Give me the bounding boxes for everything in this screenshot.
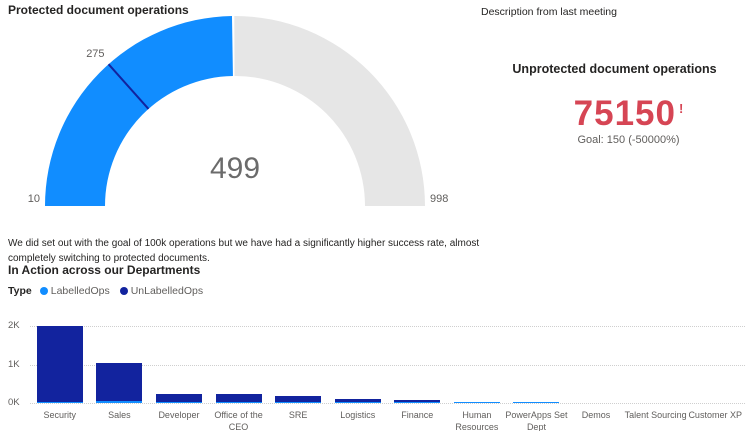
x-axis-label-powerapps-set-dept: PowerApps Set Dept bbox=[505, 410, 568, 431]
gridline-1K bbox=[30, 364, 745, 366]
legend-item-UnLabelledOps[interactable]: UnLabelledOps bbox=[119, 285, 204, 297]
bar-segment-LabelledOps-logistics[interactable] bbox=[334, 402, 381, 403]
legend-title: Type bbox=[8, 285, 32, 297]
gauge-target-label: 275 bbox=[86, 48, 104, 60]
x-axis-label-talent-sourcing: Talent Sourcing bbox=[624, 410, 687, 420]
bar-segment-LabelledOps-powerapps-set-dept[interactable] bbox=[513, 402, 560, 403]
legend-dot-icon bbox=[39, 287, 48, 295]
bar-segment-LabelledOps-security[interactable] bbox=[36, 401, 83, 403]
x-axis-label-demos: Demos bbox=[581, 410, 611, 420]
bar-segment-UnLabelledOps-finance[interactable] bbox=[394, 399, 441, 402]
kpi-title: Unprotected document operations bbox=[512, 62, 717, 76]
gauge-max-label: 998 bbox=[430, 193, 448, 205]
gauge-title: Protected document operations bbox=[8, 3, 189, 17]
bar-segment-UnLabelledOps-sre[interactable] bbox=[275, 396, 322, 402]
bar-segment-LabelledOps-office-of-the-ceo[interactable] bbox=[215, 402, 262, 403]
bar-segment-UnLabelledOps-security[interactable] bbox=[36, 326, 83, 402]
legend-item-LabelledOps[interactable]: LabelledOps bbox=[39, 285, 110, 297]
gridline-2K bbox=[30, 326, 745, 327]
narrative-text: We did set out with the goal of 100k ope… bbox=[8, 238, 480, 264]
bar-segment-LabelledOps-finance[interactable] bbox=[394, 402, 441, 403]
kpi-value: 75150 bbox=[573, 94, 676, 133]
x-axis-label-sre: SRE bbox=[288, 410, 308, 420]
x-axis-label-human-resources: Human Resources bbox=[455, 410, 499, 431]
bar-segment-LabelledOps-sales[interactable] bbox=[96, 401, 143, 403]
bar-chart-title: In Action across our Departments bbox=[8, 263, 201, 277]
kpi-value-row: 75150 ! bbox=[574, 96, 684, 131]
gauge-value-label: 499 bbox=[210, 152, 260, 185]
x-axis-label-customer-xp: Customer XP bbox=[688, 410, 742, 420]
kpi-goal-text: Goal: 150 (-50000%) bbox=[577, 134, 680, 146]
legend-dot-icon bbox=[119, 287, 128, 295]
x-axis-label-office-of-the-ceo: Office of the CEO bbox=[214, 410, 263, 431]
bar-segment-UnLabelledOps-developer[interactable] bbox=[155, 393, 202, 402]
y-axis-tick-2K: 2K bbox=[8, 320, 20, 331]
gauge-chart[interactable]: 10 998 275 499 bbox=[28, 13, 470, 215]
gauge-rest-arc[interactable] bbox=[234, 16, 425, 206]
description-text: Description from last meeting bbox=[481, 6, 617, 18]
bar-segment-UnLabelledOps-logistics[interactable] bbox=[334, 399, 381, 402]
y-axis-tick-1K: 1K bbox=[8, 358, 20, 370]
x-axis-label-finance: Finance bbox=[401, 410, 434, 420]
legend-label: UnLabelledOps bbox=[130, 285, 204, 297]
legend-items: LabelledOps UnLabelledOps bbox=[39, 285, 213, 297]
bar-segment-UnLabelledOps-office-of-the-ceo[interactable] bbox=[215, 394, 262, 402]
gauge-min-label: 10 bbox=[28, 193, 40, 205]
x-axis-label-sales: Sales bbox=[108, 410, 131, 420]
bar-chart-legend: Type LabelledOps UnLabelledOps bbox=[8, 285, 213, 297]
x-axis-label-logistics: Logistics bbox=[340, 410, 376, 420]
bar-segment-UnLabelledOps-sales[interactable] bbox=[96, 362, 143, 402]
legend-label: LabelledOps bbox=[50, 285, 110, 297]
gridline-0K bbox=[30, 403, 745, 404]
bar-segment-LabelledOps-sre[interactable] bbox=[275, 402, 322, 403]
bar-chart-plot-area[interactable]: 0K 1K 2K Security Sales Developer Office of th… bbox=[0, 298, 749, 431]
bar-segment-LabelledOps-human-resources[interactable] bbox=[453, 402, 500, 403]
y-axis-tick-0K: 0K bbox=[8, 397, 20, 408]
x-axis-label-developer: Developer bbox=[158, 410, 200, 420]
bar-segment-LabelledOps-developer[interactable] bbox=[155, 402, 202, 403]
x-axis-label-security: Security bbox=[43, 410, 77, 420]
kpi-card[interactable]: Unprotected document operations 75150 ! … bbox=[480, 62, 749, 146]
kpi-status-indicator-icon: ! bbox=[678, 101, 684, 116]
gauge-value-arc[interactable] bbox=[45, 16, 233, 206]
gauge-target-line bbox=[107, 63, 150, 110]
